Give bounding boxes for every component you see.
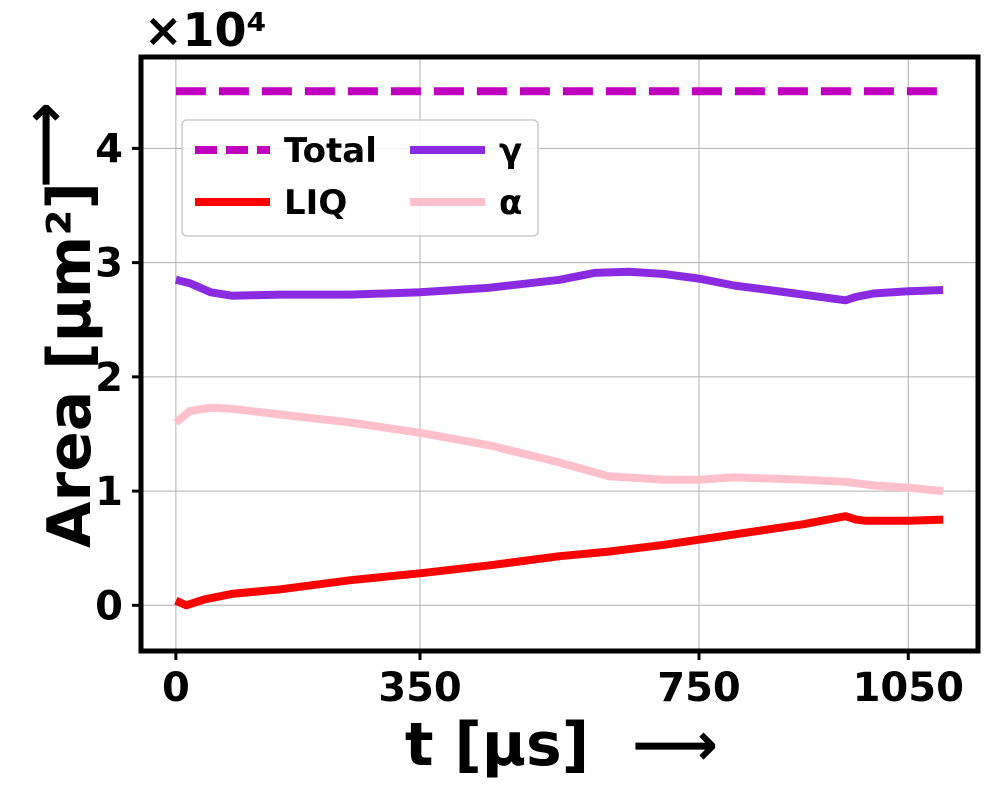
legend-label: LIQ [284,183,347,223]
legend-label: Total [284,131,377,171]
plot-frame [138,54,981,654]
y-tick-label: 4 [95,126,123,172]
x-axis-arrow: ⟶ [632,710,718,780]
y-axis-arrow-group: ⟶ [10,102,80,188]
x-tick-label: 0 [162,665,190,711]
y-axis-label: Area [µm²] [35,182,105,548]
axis-ticks: 0 350 750 1050 0 1 2 3 4 [95,126,964,711]
x-tick-label: 1050 [853,665,964,711]
y-tick-label: 1 [95,469,123,515]
x-tick-label: 350 [378,665,462,711]
series-line-LIQ [174,512,944,610]
series-line-α [173,403,944,496]
y-tick-label: 2 [95,355,123,401]
legend: Total LIQ γα [181,119,539,237]
x-tick-label: 750 [657,665,741,711]
y-tick-label: 3 [95,241,123,287]
series-lines [173,87,944,610]
y-axis-arrow: ⟶ [10,102,80,188]
y-axis-title: Area [µm²] [35,182,105,548]
legend-label: α [499,183,522,223]
x-axis-title: t [µs] [405,710,589,780]
y-multiplier-label: ×10⁴ [144,3,267,57]
legend-label: γ [499,131,522,171]
x-axis-label: t [µs] ⟶ [405,710,718,780]
y-tick-label: 0 [95,583,123,629]
series-line-γ [174,267,944,305]
